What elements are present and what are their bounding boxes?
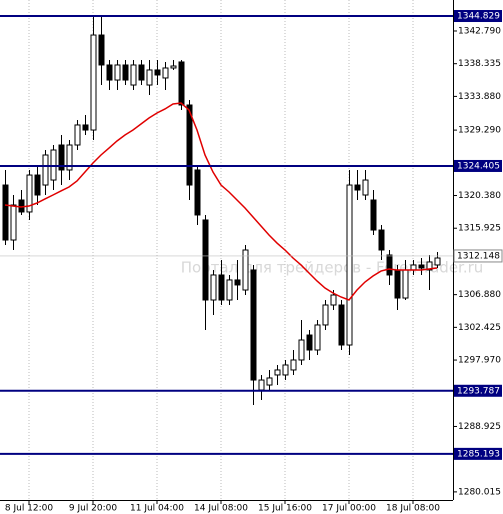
candle-body bbox=[234, 279, 241, 286]
candle-body bbox=[90, 34, 97, 131]
candle-body bbox=[162, 67, 169, 79]
candle-body bbox=[386, 254, 393, 276]
candle-body bbox=[354, 184, 361, 191]
y-tick-label: 1329.290 bbox=[458, 126, 501, 136]
x-tick-label: 15 Jul 16:00 bbox=[258, 504, 312, 514]
moving-average bbox=[4, 102, 438, 301]
candle-body bbox=[178, 61, 185, 106]
level-label-box bbox=[454, 384, 502, 397]
candle-body bbox=[218, 274, 225, 301]
candle-body bbox=[330, 294, 337, 306]
candle-body bbox=[34, 174, 41, 196]
x-tick-label: 18 Jul 08:00 bbox=[386, 504, 440, 514]
candle-body bbox=[242, 249, 249, 291]
candle-body bbox=[42, 154, 49, 186]
candle-body bbox=[114, 64, 121, 81]
candle-body bbox=[306, 334, 313, 351]
candle-body bbox=[154, 69, 161, 76]
y-tick-label: 1306.880 bbox=[458, 290, 501, 300]
candle-body bbox=[58, 144, 65, 171]
candle-body bbox=[170, 65, 177, 69]
candle-body bbox=[370, 199, 377, 231]
candle-body bbox=[186, 104, 193, 186]
y-tick-label: 1297.970 bbox=[458, 356, 501, 366]
candle-body bbox=[146, 69, 153, 86]
candle-body bbox=[426, 261, 433, 271]
candle-body bbox=[338, 304, 345, 346]
level-label: 1344.829 bbox=[457, 12, 500, 22]
level-label: 1285.193 bbox=[457, 449, 500, 459]
y-tick-label: 1288.925 bbox=[458, 422, 501, 432]
y-tick-label: 1338.335 bbox=[458, 59, 501, 69]
x-tick-label: 11 Jul 04:00 bbox=[130, 504, 184, 514]
candle-body bbox=[74, 124, 81, 146]
candle-body bbox=[258, 379, 265, 391]
candle-body bbox=[138, 64, 145, 81]
candle-body bbox=[266, 377, 273, 386]
candle-body bbox=[210, 274, 217, 301]
candle-body bbox=[2, 184, 9, 241]
candle-body bbox=[10, 204, 17, 241]
level-label: 1324.405 bbox=[457, 161, 500, 171]
y-tick-label: 1280.015 bbox=[458, 487, 501, 497]
candle-body bbox=[226, 279, 233, 301]
level-label-box bbox=[454, 159, 502, 172]
level-label-box bbox=[454, 10, 502, 23]
y-tick-label: 1315.925 bbox=[458, 224, 501, 234]
candle-body bbox=[274, 369, 281, 376]
y-tick-label: 1302.425 bbox=[458, 323, 501, 333]
candle-body bbox=[298, 339, 305, 361]
candle-body bbox=[418, 264, 425, 269]
x-tick-label: 9 Jul 20:00 bbox=[69, 504, 118, 514]
candle-body bbox=[98, 34, 105, 66]
level-label-box bbox=[454, 447, 502, 460]
y-tick-label: 1333.880 bbox=[458, 92, 501, 102]
candle-body bbox=[130, 64, 137, 86]
candle-body bbox=[106, 64, 113, 81]
candle-body bbox=[202, 219, 209, 301]
x-tick-label: 17 Jul 00:00 bbox=[322, 504, 376, 514]
candle-body bbox=[362, 179, 369, 196]
candle-body bbox=[434, 257, 441, 266]
current-price-label: 1312.148 bbox=[457, 251, 500, 261]
candle-body bbox=[122, 64, 129, 81]
candle-body bbox=[290, 359, 297, 371]
candle-body bbox=[394, 269, 401, 299]
candle-body bbox=[402, 269, 409, 299]
y-tick-label: 1320.380 bbox=[458, 191, 501, 201]
x-tick-label: 8 Jul 12:00 bbox=[5, 504, 54, 514]
candle-body bbox=[26, 174, 33, 213]
x-tick-label: 14 Jul 08:00 bbox=[194, 504, 248, 514]
candle-body bbox=[378, 229, 385, 251]
current-price-box bbox=[453, 249, 503, 263]
y-tick-label: 1342.790 bbox=[458, 26, 501, 36]
candle-body bbox=[314, 324, 321, 351]
candle-body bbox=[82, 124, 89, 131]
candle-body bbox=[322, 304, 329, 326]
candle-body bbox=[66, 144, 73, 171]
candle-body bbox=[194, 169, 201, 216]
candle-body bbox=[346, 184, 353, 346]
candle-body bbox=[282, 364, 289, 376]
candle-body bbox=[250, 269, 257, 381]
level-label: 1293.787 bbox=[457, 386, 500, 396]
